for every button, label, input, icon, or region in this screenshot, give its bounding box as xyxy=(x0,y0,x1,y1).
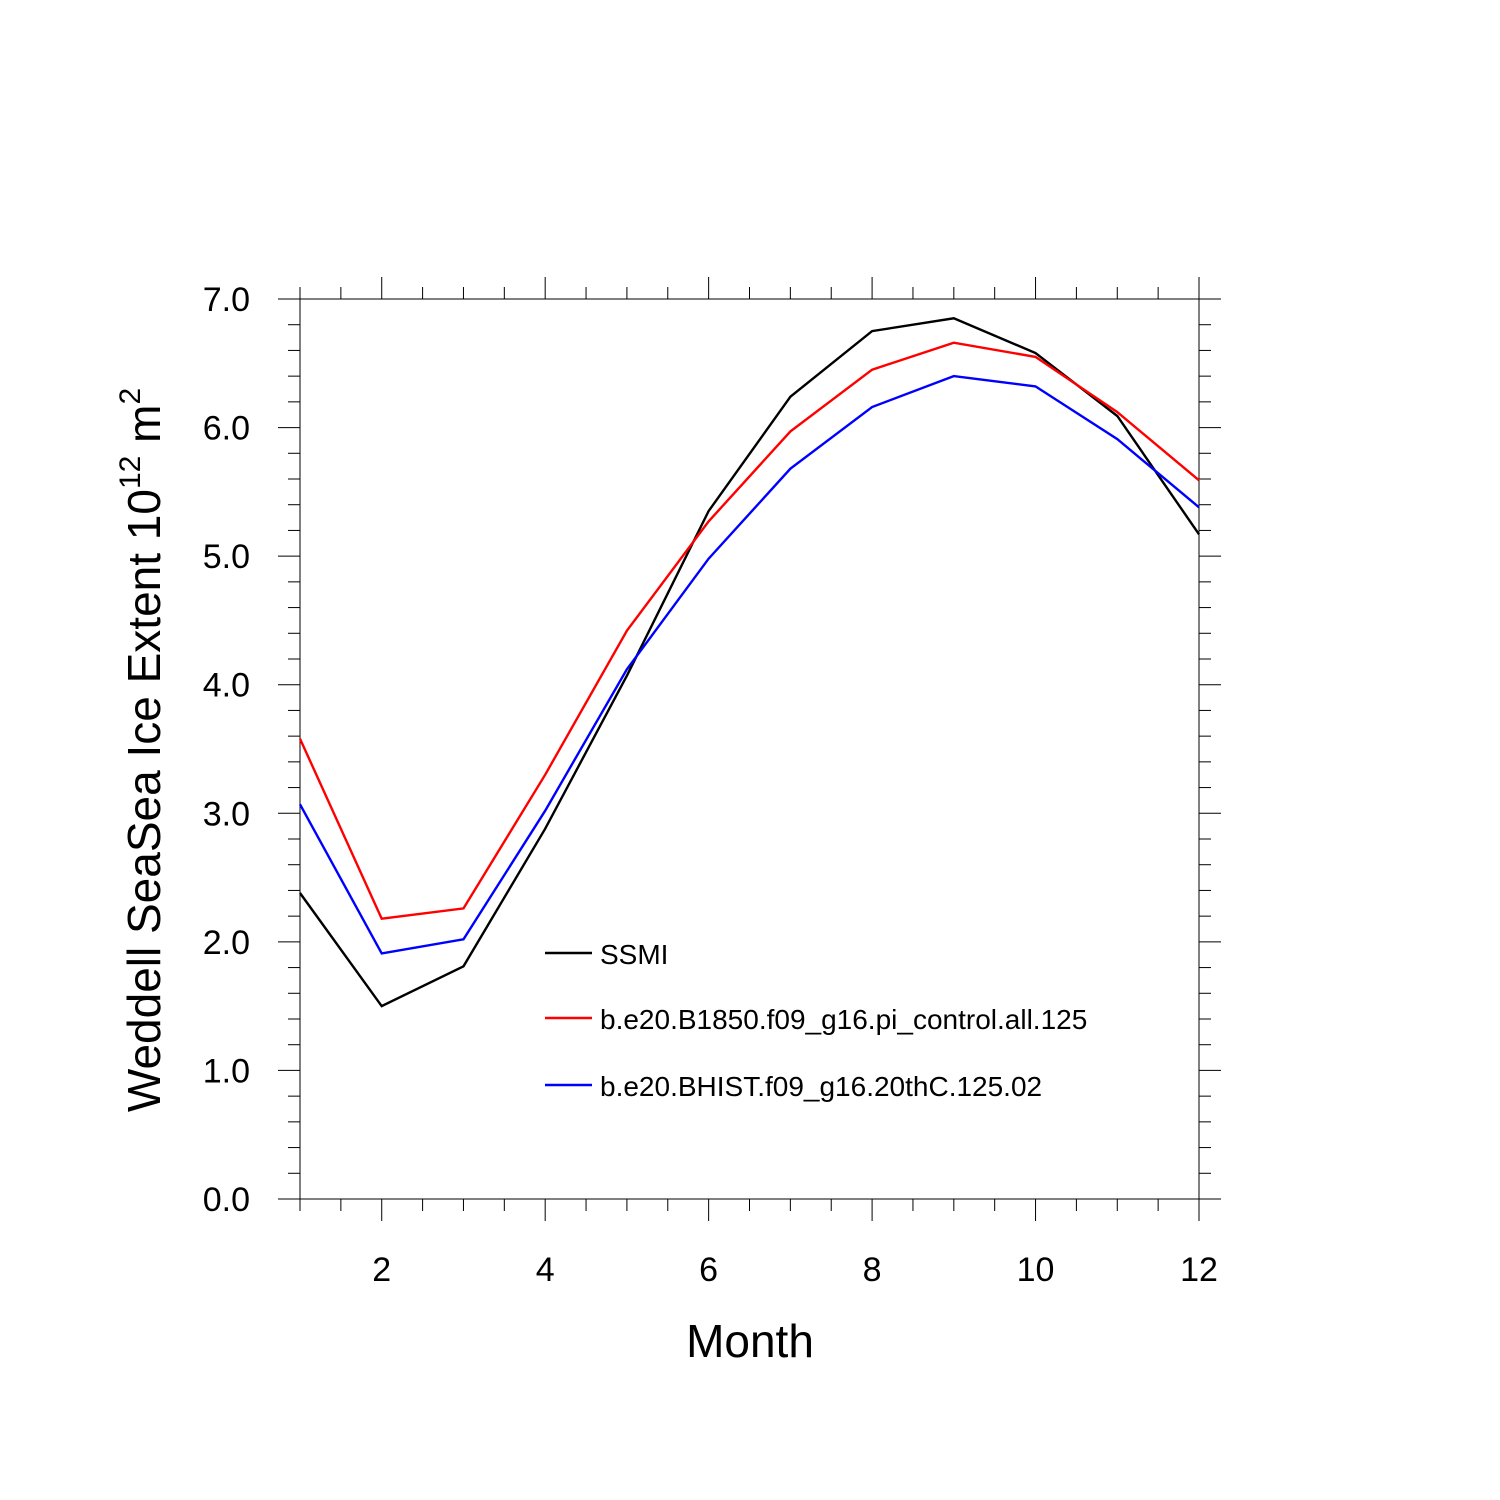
series-lines xyxy=(298,317,1200,1008)
y-tick-label: 0.0 xyxy=(203,1181,250,1219)
y-tick-label: 3.0 xyxy=(203,795,250,833)
x-tick-label: 2 xyxy=(372,1251,391,1289)
series-line-1 xyxy=(299,317,1200,1008)
y-axis-label-exponent: 12 xyxy=(114,456,147,489)
plot-border xyxy=(299,298,1200,1200)
y-axis-label-unit-exponent: 2 xyxy=(114,388,147,405)
x-tick-label: 12 xyxy=(1180,1251,1218,1289)
x-tick-label: 8 xyxy=(863,1251,882,1289)
axis-tick-labels: 2 4 6 8 10 12 0.0 1.0 2.0 3.0 4.0 5.0 6.0 7.0 xyxy=(203,281,1218,1289)
y-axis-label-main: Weddell SeaSea Ice Extent 10 xyxy=(118,489,170,1112)
y-tick-label: 6.0 xyxy=(203,410,250,448)
legend-label-2: b.e20.B1850.f09_g16.pi_control.all.125 xyxy=(600,1004,1087,1035)
y-tick-label: 4.0 xyxy=(203,667,250,705)
y-tick-label: 2.0 xyxy=(203,924,250,962)
y-tick-label: 1.0 xyxy=(203,1052,250,1090)
legend-label-3: b.e20.BHIST.f09_g16.20thC.125.02 xyxy=(600,1071,1042,1102)
legend-label-1: SSMI xyxy=(600,939,668,970)
y-axis-label: Weddell SeaSea Ice Extent 1012 m2 xyxy=(114,388,170,1112)
y-tick-label: 7.0 xyxy=(203,281,250,319)
y-tick-label: 5.0 xyxy=(203,538,250,576)
y-axis-label-unit: m xyxy=(118,405,170,456)
x-tick-label: 4 xyxy=(536,1251,555,1289)
x-axis-label: Month xyxy=(686,1315,814,1367)
series-line-2 xyxy=(298,341,1200,921)
series-line-3 xyxy=(298,374,1200,955)
plot-frame xyxy=(299,298,1200,1200)
x-tick-label: 10 xyxy=(1017,1251,1055,1289)
axis-ticks xyxy=(278,277,1221,1221)
x-tick-label: 6 xyxy=(699,1251,718,1289)
legend: SSMI b.e20.B1850.f09_g16.pi_control.all.1… xyxy=(545,939,1087,1102)
